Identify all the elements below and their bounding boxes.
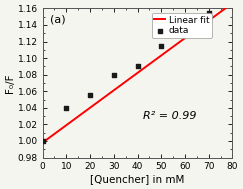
Y-axis label: F₀/F: F₀/F	[5, 73, 15, 93]
data	[88, 94, 92, 97]
Text: (a): (a)	[50, 14, 66, 24]
data	[112, 74, 116, 77]
Legend: Linear fit, data: Linear fit, data	[151, 13, 212, 38]
data	[64, 106, 68, 109]
X-axis label: [Quencher] in mM: [Quencher] in mM	[90, 174, 185, 184]
data	[136, 65, 139, 68]
data	[183, 25, 187, 28]
data	[207, 12, 211, 15]
data	[41, 139, 44, 143]
data	[159, 44, 163, 47]
Text: R² = 0.99: R² = 0.99	[143, 111, 197, 121]
